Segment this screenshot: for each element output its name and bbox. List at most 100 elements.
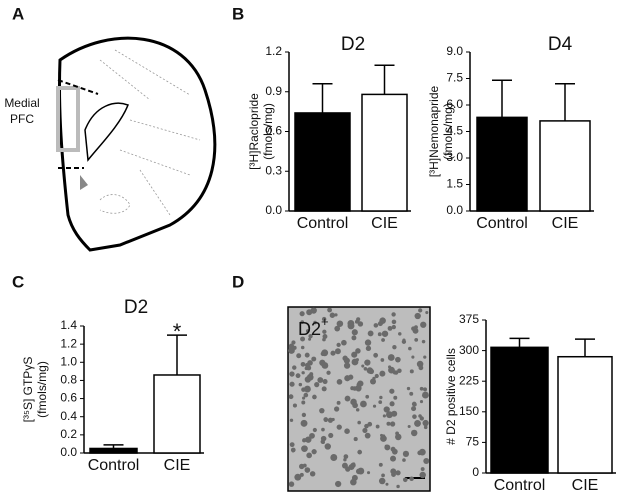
cell-dot bbox=[390, 421, 396, 427]
cell-dot bbox=[309, 471, 316, 477]
cell-dot bbox=[321, 316, 327, 322]
cell-dot bbox=[360, 400, 367, 408]
cell-dot bbox=[378, 462, 383, 467]
cell-dot bbox=[292, 345, 297, 350]
cell-dot bbox=[364, 432, 371, 439]
cell-dot bbox=[334, 348, 341, 355]
cell-dot bbox=[334, 406, 340, 412]
cell-dot bbox=[381, 330, 389, 337]
cell-dot bbox=[291, 449, 295, 453]
cell-dot bbox=[324, 418, 328, 423]
cell-dot bbox=[420, 467, 425, 471]
cell-dot bbox=[312, 427, 317, 433]
cell-dot bbox=[380, 435, 387, 442]
cell-dot bbox=[414, 419, 421, 427]
cell-dot bbox=[395, 470, 401, 476]
cell-dot bbox=[390, 468, 397, 475]
y-tick-label: 0 bbox=[472, 465, 479, 479]
bar bbox=[361, 93, 408, 212]
image-label-text: D2 bbox=[298, 319, 321, 339]
cell-dot bbox=[311, 356, 317, 362]
cell-dot bbox=[322, 379, 328, 385]
y-tick-label: 0.9 bbox=[265, 84, 282, 98]
cell-dot bbox=[295, 373, 301, 379]
y-axis-label: (fmols/mg) bbox=[261, 103, 275, 160]
cell-dot bbox=[384, 444, 391, 451]
cell-dot bbox=[355, 348, 361, 354]
cell-dot bbox=[357, 420, 361, 425]
cell-dot bbox=[304, 385, 311, 393]
cell-dot bbox=[378, 400, 383, 404]
y-axis-label: # D2 positive cells bbox=[444, 348, 458, 445]
cell-dot bbox=[418, 414, 422, 418]
y-tick-label: 7.5 bbox=[446, 71, 463, 85]
cell-dot bbox=[289, 371, 295, 377]
y-tick-label: 0.3 bbox=[265, 163, 282, 177]
cell-dot bbox=[304, 467, 311, 473]
x-tick-label: CIE bbox=[572, 477, 599, 494]
y-axis-label: (fmols/mg) bbox=[35, 361, 49, 418]
cell-dot bbox=[416, 360, 424, 368]
cell-dot bbox=[406, 386, 411, 391]
cell-dot bbox=[289, 381, 295, 387]
y-tick-label: 6.0 bbox=[446, 97, 463, 111]
y-tick-label: 1.2 bbox=[60, 336, 77, 350]
cell-dot bbox=[306, 309, 313, 316]
chart-title: D2 bbox=[341, 34, 365, 55]
cell-dot bbox=[393, 395, 398, 400]
cell-dot bbox=[351, 335, 357, 341]
panel-label: A bbox=[12, 4, 24, 23]
cell-dot bbox=[392, 370, 397, 375]
cell-dot bbox=[327, 417, 334, 423]
cell-dot bbox=[423, 425, 428, 430]
y-tick-label: 150 bbox=[459, 404, 479, 418]
cell-dot bbox=[402, 477, 408, 483]
cell-dot bbox=[314, 382, 320, 388]
cell-dot bbox=[307, 360, 313, 366]
cell-dot bbox=[328, 432, 334, 438]
x-tick-label: Control bbox=[494, 477, 546, 494]
cell-dot bbox=[300, 361, 306, 367]
y-tick-label: 0.0 bbox=[60, 445, 77, 459]
cell-dot bbox=[418, 308, 423, 313]
cell-dot bbox=[320, 351, 326, 357]
cell-dot bbox=[411, 406, 417, 412]
cell-dot bbox=[288, 394, 294, 400]
cell-dot bbox=[409, 369, 414, 374]
cell-dot bbox=[301, 400, 306, 405]
cell-dot bbox=[335, 480, 342, 488]
cell-dot bbox=[301, 412, 307, 418]
x-tick-label: Control bbox=[476, 215, 528, 232]
cell-dot bbox=[398, 332, 402, 336]
cell-dot bbox=[362, 427, 368, 433]
cell-dot bbox=[357, 449, 363, 455]
cell-dot bbox=[347, 319, 355, 327]
cell-dot bbox=[390, 455, 397, 462]
x-tick-label: CIE bbox=[164, 457, 191, 474]
cell-dot bbox=[320, 435, 327, 442]
cell-dot bbox=[421, 339, 426, 344]
cell-dot bbox=[373, 352, 379, 358]
cell-dot bbox=[351, 351, 358, 358]
cell-dot bbox=[329, 312, 336, 318]
cell-dot bbox=[379, 395, 383, 400]
cell-dot bbox=[289, 418, 294, 422]
cell-dot bbox=[412, 414, 417, 419]
cell-dot bbox=[414, 312, 421, 320]
cell-dot bbox=[419, 400, 424, 404]
cell-dot bbox=[419, 448, 426, 456]
x-tick-label: Control bbox=[88, 457, 140, 474]
cell-dot bbox=[395, 356, 401, 363]
cell-dot bbox=[341, 339, 347, 346]
bar bbox=[557, 355, 613, 474]
cell-dot bbox=[402, 450, 410, 457]
cell-dot bbox=[391, 324, 396, 330]
cell-dot bbox=[421, 391, 429, 399]
cell-dot bbox=[363, 367, 368, 371]
cell-dot bbox=[292, 403, 297, 408]
cell-dot bbox=[299, 472, 304, 477]
cell-dot bbox=[412, 327, 419, 334]
cell-dot bbox=[389, 401, 395, 407]
cell-dot bbox=[309, 372, 314, 377]
y-tick-label: 300 bbox=[459, 343, 479, 357]
